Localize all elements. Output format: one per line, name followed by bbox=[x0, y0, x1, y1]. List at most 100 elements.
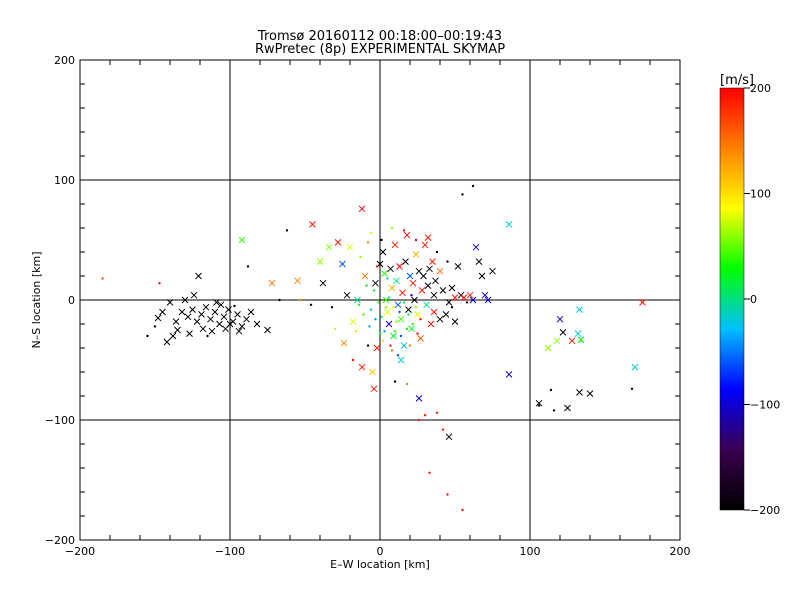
data-point-x bbox=[481, 291, 489, 299]
data-point-stroke bbox=[564, 404, 571, 412]
data-point-x bbox=[411, 296, 418, 304]
data-point-stroke bbox=[505, 371, 513, 378]
data-point-dot bbox=[396, 354, 400, 357]
data-point-stroke bbox=[442, 311, 450, 318]
data-point-stroke bbox=[414, 311, 421, 318]
data-point-stroke bbox=[559, 329, 567, 336]
data-point-dot bbox=[446, 493, 449, 496]
data-point-stroke bbox=[172, 318, 180, 325]
data-point-dot bbox=[408, 344, 412, 347]
data-point-dot bbox=[375, 265, 379, 268]
data-point-dot bbox=[354, 330, 358, 333]
data-point-dot bbox=[395, 320, 398, 323]
data-point-x bbox=[559, 329, 567, 336]
data-point-x bbox=[556, 315, 564, 323]
data-point-x bbox=[334, 239, 342, 246]
data-point-stroke bbox=[445, 433, 453, 441]
data-point-stroke bbox=[423, 301, 430, 309]
data-point-x bbox=[391, 241, 399, 249]
colorbar-tick-label: −100 bbox=[750, 399, 780, 412]
colorbar-ticks: 200 100 0 −100 −200 bbox=[744, 82, 780, 517]
data-point-dot bbox=[435, 411, 439, 414]
data-point-stroke bbox=[544, 344, 552, 352]
data-point-x bbox=[349, 318, 357, 325]
data-point-dot bbox=[417, 418, 421, 422]
data-point-x bbox=[222, 325, 229, 333]
data-point-dot bbox=[450, 306, 454, 309]
x-tick-label: 0 bbox=[377, 545, 384, 558]
data-point-x bbox=[319, 279, 327, 287]
data-point-stroke bbox=[399, 289, 406, 297]
data-point-x bbox=[478, 272, 486, 280]
data-point-x bbox=[199, 325, 207, 333]
data-point-x bbox=[186, 330, 193, 337]
data-point-x bbox=[544, 344, 552, 352]
grid-lines bbox=[80, 60, 680, 540]
data-point-stroke bbox=[213, 299, 220, 306]
data-point-dot bbox=[378, 332, 382, 335]
data-point-x bbox=[325, 243, 333, 251]
data-point-stroke bbox=[454, 263, 462, 270]
data-point-dot bbox=[414, 306, 418, 309]
data-point-stroke bbox=[403, 231, 411, 239]
data-point-x bbox=[247, 308, 255, 316]
data-point-dot bbox=[552, 409, 556, 412]
data-point-dot bbox=[368, 325, 371, 328]
data-point-dot bbox=[278, 298, 281, 302]
chart-title: Tromsø 20160112 00:18:00–00:19:43 bbox=[257, 29, 502, 44]
data-point-x bbox=[397, 356, 405, 364]
data-point-x bbox=[430, 291, 438, 299]
data-point-x bbox=[340, 339, 348, 347]
data-point-dot bbox=[374, 318, 377, 321]
data-point-dot bbox=[407, 313, 410, 316]
data-point-stroke bbox=[478, 272, 486, 280]
data-point-dot bbox=[362, 313, 365, 316]
data-point-dot bbox=[369, 231, 373, 234]
data-point-stroke bbox=[358, 363, 366, 371]
data-point-stroke bbox=[481, 291, 489, 299]
data-point-x bbox=[169, 332, 177, 340]
data-point-stroke bbox=[574, 330, 582, 337]
data-point-stroke bbox=[387, 265, 394, 273]
data-point-x bbox=[553, 337, 561, 345]
colorbar-tick-label: 100 bbox=[750, 188, 771, 201]
data-point-x bbox=[372, 279, 379, 287]
data-point-x bbox=[451, 294, 459, 301]
data-point-x bbox=[451, 318, 459, 325]
data-point-stroke bbox=[427, 320, 435, 328]
colorbar bbox=[719, 87, 745, 511]
data-point-stroke bbox=[346, 243, 354, 251]
data-point-stroke bbox=[247, 308, 255, 316]
data-point-stroke bbox=[294, 277, 301, 285]
data-point-dot bbox=[402, 229, 406, 232]
data-point-dot bbox=[435, 250, 439, 254]
data-point-stroke bbox=[393, 277, 400, 285]
y-tick-label: −200 bbox=[45, 534, 75, 547]
data-point-x bbox=[564, 404, 571, 412]
data-point-x bbox=[445, 299, 453, 306]
data-point-x bbox=[454, 263, 462, 270]
data-point-stroke bbox=[217, 301, 225, 309]
data-point-stroke bbox=[316, 258, 324, 265]
data-point-stroke bbox=[343, 291, 351, 299]
data-point-stroke bbox=[384, 308, 391, 316]
y-tick-label: 0 bbox=[68, 294, 75, 307]
data-point-stroke bbox=[451, 294, 459, 301]
data-point-stroke bbox=[354, 296, 361, 304]
data-point-x bbox=[489, 267, 496, 275]
data-point-dot bbox=[405, 327, 409, 330]
data-point-x bbox=[166, 299, 174, 306]
data-point-stroke bbox=[475, 258, 483, 265]
data-point-stroke bbox=[484, 296, 492, 304]
data-point-dot bbox=[383, 330, 386, 333]
data-point-dot bbox=[387, 296, 391, 299]
chart-subtitle: RwPretec (8p) EXPERIMENTAL SKYMAP bbox=[255, 42, 505, 57]
data-point-stroke bbox=[405, 306, 412, 313]
data-point-dot bbox=[537, 404, 541, 407]
data-point-x bbox=[195, 272, 202, 280]
data-point-stroke bbox=[369, 368, 376, 376]
data-point-x bbox=[423, 301, 430, 309]
data-point-x bbox=[235, 327, 243, 335]
data-point-stroke bbox=[373, 344, 381, 352]
